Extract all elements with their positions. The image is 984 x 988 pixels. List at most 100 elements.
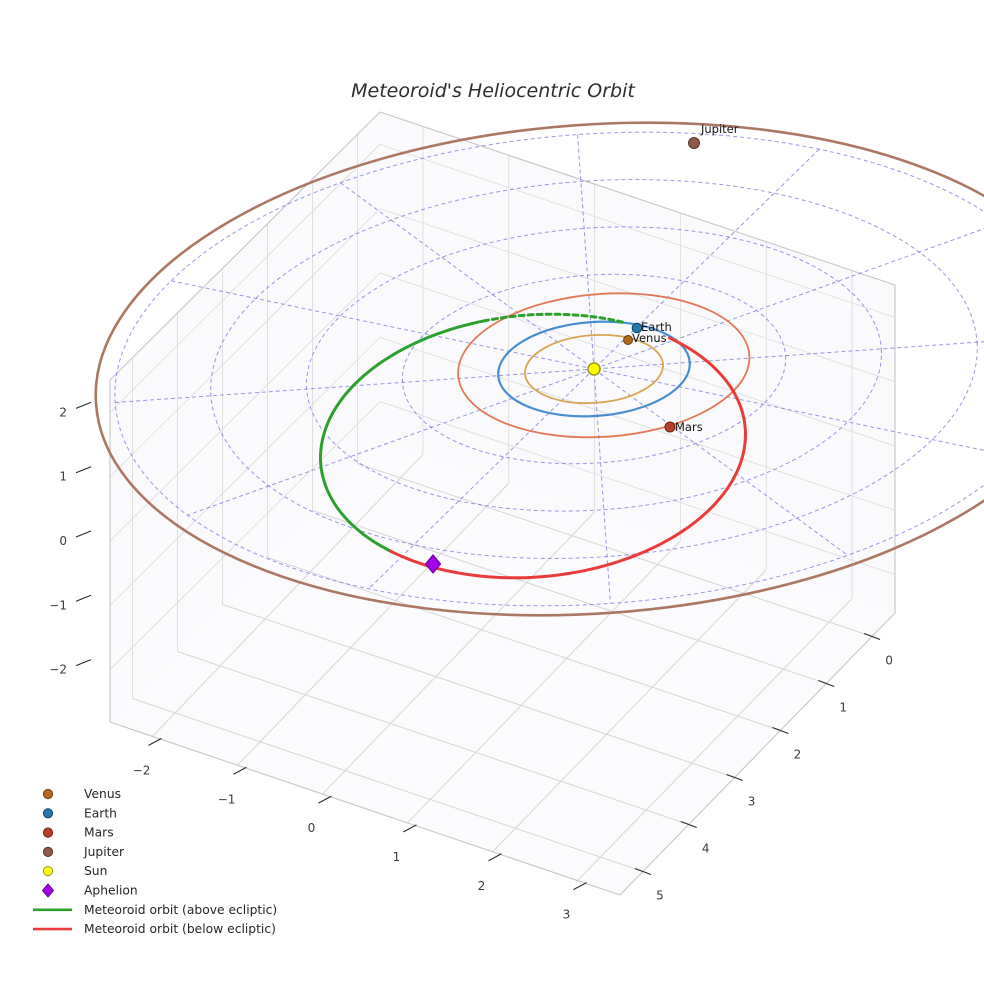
legend-item-label: Sun: [84, 864, 107, 878]
sun-marker: [587, 362, 601, 376]
tick-mark: [75, 466, 92, 474]
legend-marker-dot: [42, 827, 54, 838]
pane-edge: [379, 111, 896, 286]
tick-mark: [573, 882, 587, 891]
z-tick-label: −1: [49, 598, 67, 612]
earth-marker: [631, 322, 643, 334]
y-tick-label: 3: [748, 795, 756, 809]
floor-grid-line: [492, 569, 767, 853]
wall-grid-line: [109, 401, 381, 670]
pane-edge: [109, 111, 381, 381]
z-tick-label: 1: [59, 470, 67, 484]
legend-item-earth: Earth: [42, 806, 117, 820]
3d-grid-lines: [109, 111, 896, 896]
x-tick-label: 1: [393, 850, 401, 864]
legend-marker-dot: [42, 846, 54, 858]
legend-item-label: Mars: [84, 826, 114, 840]
venus-orbit: [524, 333, 664, 405]
pane-edge: [619, 612, 896, 896]
z-tick-label: 2: [59, 405, 67, 419]
floor-grid-line: [267, 557, 781, 731]
pane-edge: [109, 721, 621, 896]
tick-mark: [75, 401, 92, 409]
tick-mark: [488, 853, 502, 862]
floor-grid-line: [132, 698, 644, 872]
floor-grid-line: [322, 511, 595, 795]
mars-marker: [664, 421, 676, 433]
wall-grid-line: [109, 272, 381, 542]
floor-grid-line: [407, 540, 681, 824]
legend-marker-diamond: [41, 883, 55, 898]
earth-label: Earth: [641, 320, 672, 334]
jupiter-marker: [688, 137, 700, 149]
x-tick-label: 3: [563, 908, 571, 922]
floor-grid-line: [152, 454, 424, 737]
floor-grid-line: [177, 651, 689, 825]
legend-item-meteoroid-orbit-below-ecliptic: Meteoroid orbit (below ecliptic): [33, 922, 276, 936]
z-tick-label: 0: [59, 534, 67, 548]
floor-grid-line: [312, 510, 827, 684]
legend-item-sun: Sun: [42, 864, 107, 878]
x-tick-label: 2: [478, 879, 486, 893]
x-tick-label: −1: [218, 792, 236, 806]
venus-label: Venus: [632, 331, 667, 345]
floor-pane: [110, 440, 895, 895]
earth-orbit: [497, 320, 691, 418]
wall-grid-line: [379, 401, 896, 576]
y-tick-label: 5: [656, 889, 664, 903]
tick-mark: [680, 820, 697, 829]
tick-mark: [634, 867, 652, 876]
aphelion-marker: [424, 554, 442, 574]
meteoroid-orbit-above-ecliptic: [319, 319, 487, 553]
floor-grid-line: [222, 604, 735, 778]
legend-item-jupiter: Jupiter: [42, 845, 125, 859]
legend-item-meteoroid-orbit-above-ecliptic: Meteoroid orbit (above ecliptic): [33, 903, 277, 917]
legend: Venus Earth Mars Jupiter Sun Aphelion Meteoroi…: [33, 787, 277, 936]
y-tick-label: 4: [702, 842, 710, 856]
x-tick-label: −2: [133, 763, 151, 777]
tick-mark: [75, 594, 92, 602]
legend-item-label: Venus: [84, 787, 121, 801]
y-tick-label: 2: [794, 748, 802, 762]
legend-item-venus: Venus: [42, 787, 121, 801]
mars-label: Mars: [675, 420, 703, 434]
wall-grid-line: [109, 144, 381, 413]
legend-item-mars: Mars: [42, 826, 114, 840]
tick-mark: [75, 530, 92, 538]
meteoroid-orbit-above-ecliptic-dashed: [483, 312, 624, 324]
tick-mark: [148, 737, 162, 746]
legend-item-label: Meteoroid orbit (above ecliptic): [84, 903, 277, 917]
tick-mark: [863, 632, 881, 641]
y-tick-label: 0: [885, 654, 893, 668]
wall-grid-line: [379, 143, 896, 318]
legend-item-label: Jupiter: [83, 845, 125, 859]
legend-item-label: Earth: [84, 806, 117, 820]
meteoroid-orbit-group: [319, 312, 748, 580]
legend-marker-dot: [42, 866, 54, 877]
legend-marker-dot: [42, 788, 54, 800]
floor-grid-line: [357, 463, 873, 637]
z-tick-label: −2: [49, 663, 67, 677]
tick-mark: [233, 766, 247, 775]
legend-item-label: Aphelion: [84, 884, 138, 898]
floor-grid-line: [577, 598, 853, 881]
venus-marker: [623, 335, 633, 345]
jupiter-label: Jupiter: [700, 122, 739, 136]
legend-item-label: Meteoroid orbit (below ecliptic): [84, 922, 276, 936]
jupiter-orbit: [94, 121, 984, 617]
axis-ticks-group: −2 −1 0 1 2 3 0 1 2 3 4 5 2 1 0 −1 −2: [49, 401, 893, 922]
wall-grid-line: [109, 208, 381, 478]
tick-mark: [318, 795, 332, 804]
wall-grid-line: [109, 336, 381, 606]
tick-mark: [403, 824, 417, 833]
wall-grid-line: [379, 272, 896, 447]
tick-mark: [772, 726, 789, 735]
y-tick-label: 1: [839, 701, 847, 715]
polar-grid-spoke: [187, 222, 984, 516]
floor-grid-line: [237, 482, 510, 766]
polar-grid-spoke: [577, 134, 611, 604]
chart-title: Meteoroid's Heliocentric Orbit: [351, 80, 636, 102]
